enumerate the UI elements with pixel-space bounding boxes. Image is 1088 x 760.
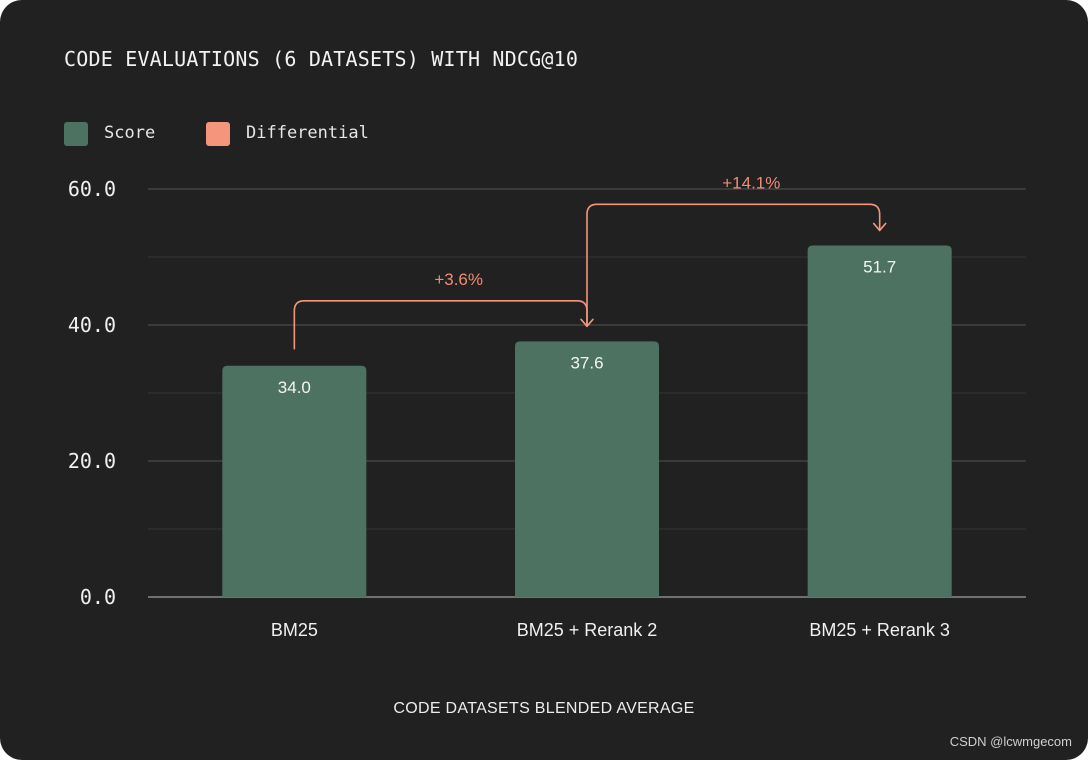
differential-label: +3.6%: [434, 270, 483, 289]
differential-arrowhead: [580, 318, 594, 328]
x-axis-label: CODE DATASETS BLENDED AVERAGE: [393, 700, 695, 717]
bar: [222, 365, 367, 597]
bar-value-label: 51.7: [863, 257, 896, 276]
bar-value-label: 37.6: [570, 353, 603, 372]
x-tick-label: BM25 + Rerank 2: [517, 620, 658, 640]
bar: [807, 245, 952, 597]
differential-connector: [586, 203, 881, 326]
bar-value-label: 34.0: [278, 378, 311, 397]
y-tick-label: 60.0: [68, 177, 116, 201]
bar: [515, 341, 659, 597]
y-tick-label: 20.0: [68, 449, 116, 473]
legend-label-differential: Differential: [246, 123, 369, 143]
differential-arrowhead: [872, 222, 887, 232]
chart-title: CODE EVALUATIONS (6 DATASETS) WITH NDCG@…: [64, 47, 579, 71]
x-tick-label: BM25: [271, 620, 318, 640]
legend-label-score: Score: [104, 123, 156, 143]
watermark: CSDN @lcwmgecom: [949, 734, 1072, 749]
differential-label: +14.1%: [722, 173, 780, 192]
y-tick-label: 0.0: [80, 585, 116, 609]
legend-swatch-differential: [206, 122, 230, 146]
y-tick-label: 40.0: [68, 313, 116, 337]
legend-swatch-score: [64, 122, 88, 146]
x-tick-label: BM25 + Rerank 3: [809, 620, 950, 640]
